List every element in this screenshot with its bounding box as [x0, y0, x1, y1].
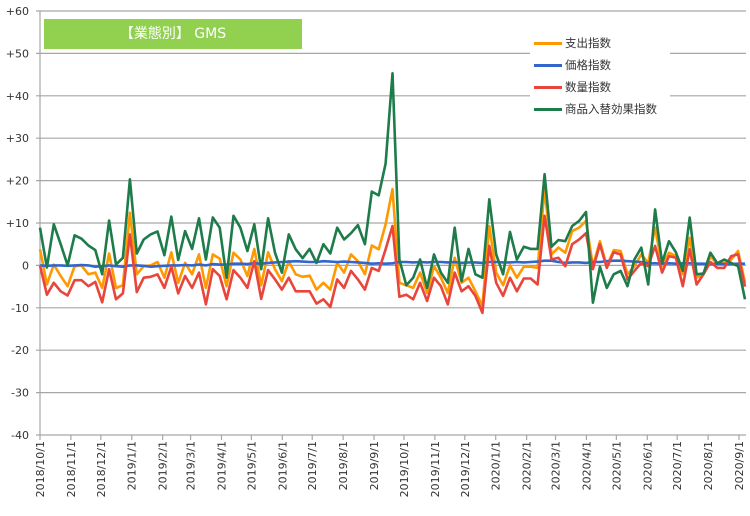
series-line-price-index: [39, 259, 745, 269]
x-tick-label: 2018/10/1: [34, 441, 47, 497]
x-tick-label: 2020/6/1: [641, 441, 654, 490]
x-tick-label: 2019/11/1: [429, 441, 442, 497]
legend-item-spending: 支出指数: [534, 33, 611, 53]
x-tick-label: 2019/10/1: [398, 441, 411, 497]
x-tick-label: 2020/9/1: [733, 441, 746, 490]
legend-item-price: 価格指数: [534, 55, 611, 75]
y-tick-label: +10: [6, 217, 29, 230]
y-tick-label: -10: [11, 302, 29, 315]
x-tick-label: 2020/1/1: [490, 441, 503, 490]
x-tick-label: 2018/12/1: [95, 441, 108, 497]
y-tick-label: +60: [6, 5, 29, 18]
y-tick-label: -30: [11, 387, 29, 400]
x-tick-label: 2020/8/1: [702, 441, 715, 490]
x-tick-label: 2019/3/1: [185, 441, 198, 490]
legend-label: 支出指数: [565, 36, 611, 50]
x-tick-label: 2019/7/1: [306, 441, 319, 490]
x-tick-label: 2019/9/1: [368, 441, 381, 490]
y-axis-tick-labels: +60 +50 +40 +30 +20 +10 0 -10 -20 -30 -40: [6, 5, 29, 442]
x-tick-label: 2018/11/1: [65, 441, 78, 497]
x-tick-label: 2020/5/1: [610, 441, 623, 490]
x-tick-label: 2019/4/1: [215, 441, 228, 490]
legend-label: 数量指数: [565, 80, 611, 94]
x-tick-label: 2019/1/1: [126, 441, 139, 490]
x-tick-label: 2019/5/1: [245, 441, 258, 490]
x-axis: 2018/10/1 2018/11/1 2018/12/1 2019/1/1 2019/…: [34, 11, 746, 497]
x-tick-label: 2020/3/1: [550, 441, 563, 490]
series-lines: [38, 72, 747, 315]
legend-item-quantity: 数量指数: [534, 77, 611, 97]
y-tick-label: -40: [11, 429, 29, 442]
y-tick-label: +50: [6, 47, 29, 60]
chart-title: 【業態別】 GMS: [44, 19, 302, 49]
x-tick-label: 2019/12/1: [459, 441, 472, 497]
legend-label: 商品入替効果指数: [565, 102, 657, 116]
legend-item-replacement: 商品入替効果指数: [534, 99, 657, 119]
y-tick-label: -20: [11, 344, 29, 357]
x-tick-label: 2020/4/1: [580, 441, 593, 490]
y-tick-label: 0: [22, 259, 29, 272]
x-tick-label: 2019/6/1: [276, 441, 289, 490]
series-line-quantity-index: [38, 214, 747, 315]
legend-label: 価格指数: [565, 58, 611, 72]
series-line-replacement-index: [38, 72, 747, 305]
x-tick-label: 2020/7/1: [671, 441, 684, 490]
series-line-spending-index: [38, 187, 747, 308]
legend: 支出指数 価格指数 数量指数 商品入替効果指数: [530, 33, 670, 125]
x-tick-label: 2020/2/1: [521, 441, 534, 490]
legend-swatch-replacement: [534, 107, 562, 111]
y-tick-label: +40: [6, 90, 29, 103]
legend-swatch-spending: [534, 41, 562, 45]
y-tick-label: +30: [6, 132, 29, 145]
x-tick-label: 2019/2/1: [157, 441, 170, 490]
legend-swatch-price: [534, 63, 562, 67]
y-tick-label: +20: [6, 175, 29, 188]
legend-swatch-quantity: [534, 85, 562, 89]
x-tick-label: 2019/8/1: [337, 441, 350, 490]
